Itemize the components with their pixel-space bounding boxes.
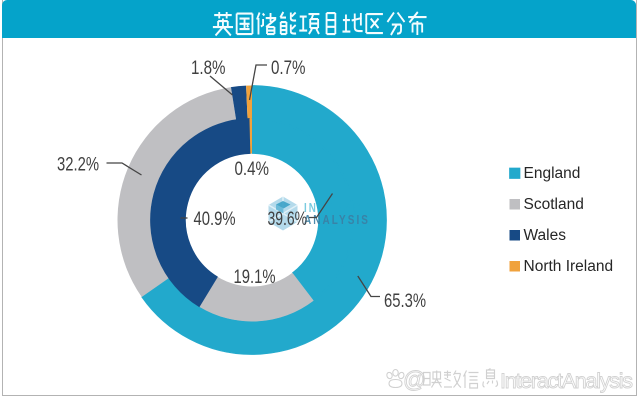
- svg-text:40.9%: 40.9%: [194, 208, 236, 230]
- svg-text:32.2%: 32.2%: [57, 154, 99, 176]
- svg-text:North Ireland: North Ireland: [524, 258, 614, 275]
- svg-text:England: England: [524, 165, 581, 182]
- svg-text:Scotland: Scotland: [524, 196, 584, 213]
- svg-text:InteractAnalysis: InteractAnalysis: [500, 369, 632, 393]
- svg-text:1.8%: 1.8%: [191, 57, 226, 79]
- svg-text:ANALYSIS: ANALYSIS: [304, 212, 370, 227]
- svg-text:@: @: [403, 367, 426, 393]
- svg-text:19.1%: 19.1%: [234, 266, 276, 288]
- svg-text:39.6%: 39.6%: [268, 208, 308, 230]
- svg-text:0.7%: 0.7%: [271, 57, 306, 79]
- svg-text:65.3%: 65.3%: [384, 290, 426, 312]
- svg-text:Wales: Wales: [524, 227, 567, 244]
- svg-text:0.4%: 0.4%: [235, 158, 270, 180]
